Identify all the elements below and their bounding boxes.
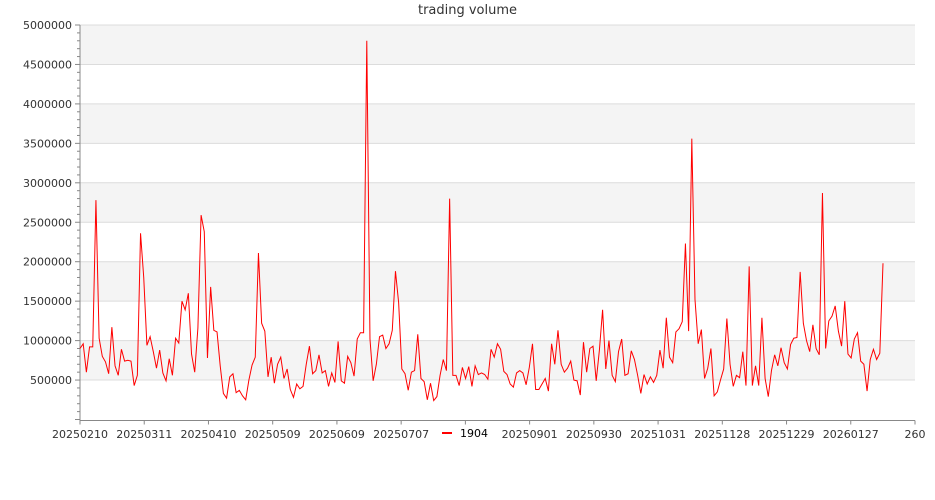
x-tick-label: 260 [905,428,926,441]
x-tick-label: 20250509 [245,428,301,441]
x-tick-label: 20251128 [694,428,750,441]
x-tick-label: 20250311 [116,428,172,441]
y-tick-label: 500000 [30,374,72,387]
y-tick-label: 3000000 [23,177,72,190]
grid-band [80,261,915,302]
series-lines [79,40,884,402]
y-tick-label: 1000000 [23,335,72,348]
y-tick-label: 5000000 [23,19,72,32]
y-tick-label: 1500000 [23,295,72,308]
x-axis: 20250210 20250311 20250410 20250509 20250609… [52,420,926,441]
y-tick-label: 4500000 [23,58,72,71]
grid-bands [80,24,915,381]
x-tick-label: 20251031 [630,428,686,441]
y-tick-label: 3500000 [23,137,72,150]
grid-band [80,340,915,381]
legend-label: 1904 [460,426,488,440]
chart-title: trading volume [417,3,518,18]
x-tick-label: 20250901 [502,428,558,441]
x-tick-label: 20250410 [180,428,236,441]
x-tick-label: 20250210 [52,428,108,441]
series-line-1904 [79,40,884,402]
grid-band [80,25,915,65]
y-tick-label: 4000000 [23,98,72,111]
grid-band [80,182,915,223]
grid-band [80,103,915,144]
x-tick-label: 20260127 [823,428,879,441]
legend-swatch [442,432,452,434]
x-tick-label: 20250707 [373,428,429,441]
y-tick-label: 2000000 [23,256,72,269]
x-tick-label: 20250609 [309,428,365,441]
x-tick-label: 20251229 [759,428,815,441]
x-tick-label: 20250930 [566,428,622,441]
legend: 1904 [436,426,494,440]
y-tick-label: 2500000 [23,216,72,229]
y-axis: 500000 1000000 1500000 2000000 2500000 300000… [23,19,81,421]
